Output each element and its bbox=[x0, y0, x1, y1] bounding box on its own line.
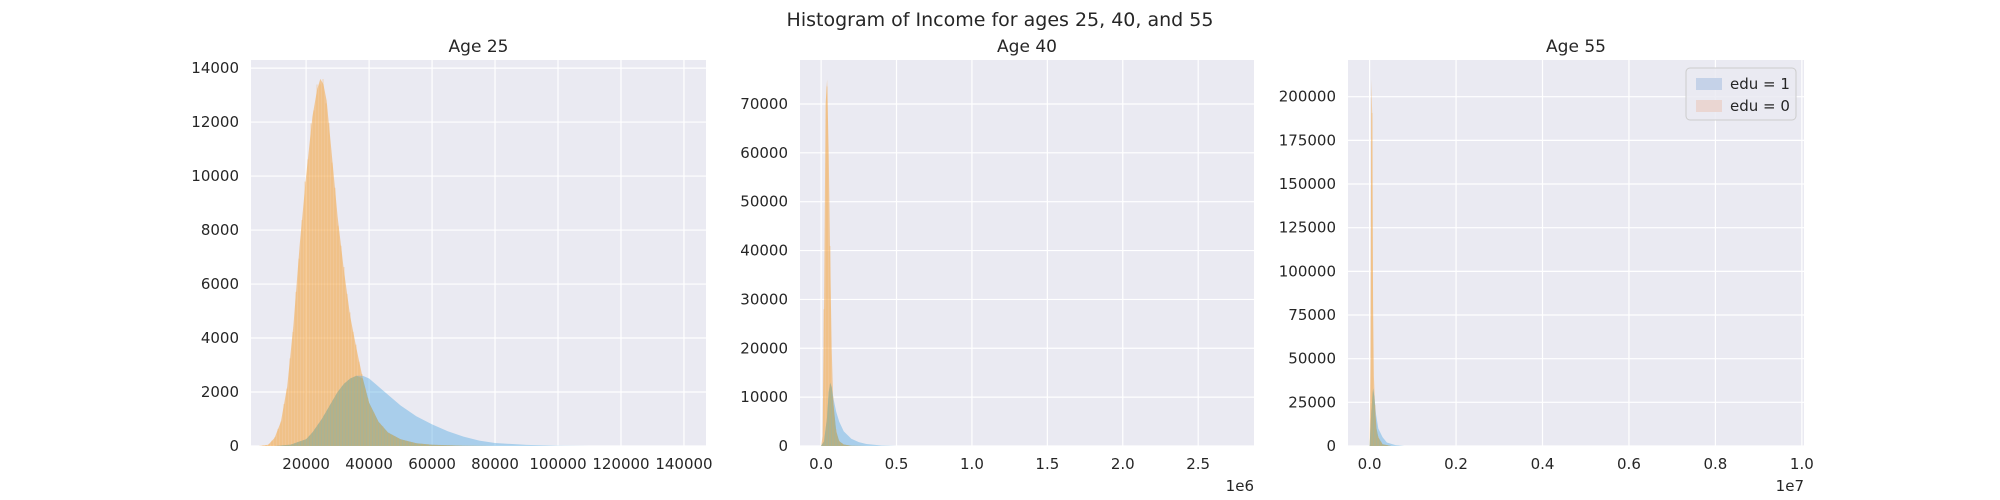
y-tick-label: 12000 bbox=[191, 113, 239, 131]
plot-background bbox=[800, 60, 1254, 446]
y-tick-label: 150000 bbox=[1279, 175, 1336, 193]
y-tick-label: 10000 bbox=[740, 388, 788, 406]
series-edu-0-area bbox=[821, 79, 867, 446]
x-tick-label: 20000 bbox=[282, 455, 330, 473]
y-tick-label: 0 bbox=[778, 437, 788, 455]
x-tick-label: 0.8 bbox=[1703, 455, 1727, 473]
y-tick-label: 20000 bbox=[740, 339, 788, 357]
x-tick-label: 120000 bbox=[592, 455, 649, 473]
y-tick-label: 175000 bbox=[1279, 131, 1336, 149]
y-tick-label: 75000 bbox=[1288, 306, 1336, 324]
x-tick-labels: 0.0 0.5 1.0 1.5 2.0 2.5 bbox=[809, 455, 1210, 473]
legend-label-edu0: edu = 0 bbox=[1730, 97, 1790, 115]
subplot-title: Age 40 bbox=[997, 37, 1057, 57]
y-tick-label: 125000 bbox=[1279, 219, 1336, 237]
subplot-title: Age 55 bbox=[1546, 37, 1606, 57]
subplot-2: Age 40 0.0 0.5 1.0 1.5 2.0 2.5 0 10000 20000 30000… bbox=[740, 37, 1254, 495]
y-tick-label: 30000 bbox=[740, 290, 788, 308]
bar-texture bbox=[1371, 112, 1391, 446]
x-tick-label: 2.5 bbox=[1186, 455, 1210, 473]
y-tick-label: 0 bbox=[229, 437, 239, 455]
series-edu-0-area bbox=[258, 78, 495, 446]
series-edu-1-area bbox=[1369, 388, 1405, 446]
series-edu-1-area bbox=[821, 382, 897, 446]
y-tick-labels: 0 10000 20000 30000 40000 50000 60000 70000 bbox=[740, 95, 788, 455]
x-tick-label: 1.0 bbox=[1790, 455, 1814, 473]
y-tick-label: 0 bbox=[1326, 437, 1336, 455]
y-tick-label: 8000 bbox=[201, 221, 239, 239]
x-tick-label: 60000 bbox=[408, 455, 456, 473]
y-tick-label: 50000 bbox=[1288, 350, 1336, 368]
y-tick-label: 10000 bbox=[191, 167, 239, 185]
x-offset-label: 1e6 bbox=[1226, 477, 1254, 495]
y-tick-label: 4000 bbox=[201, 329, 239, 347]
x-tick-label: 2.0 bbox=[1111, 455, 1135, 473]
x-offset-label: 1e7 bbox=[1776, 477, 1804, 495]
x-tick-label: 0.0 bbox=[1358, 455, 1382, 473]
histogram-bars bbox=[1369, 79, 1405, 446]
bar-texture bbox=[259, 79, 495, 446]
legend-swatch-edu0 bbox=[1696, 100, 1722, 112]
x-tick-labels: 20000 40000 60000 80000 100000 120000 140000 bbox=[282, 455, 712, 473]
x-tick-label: 80000 bbox=[471, 455, 519, 473]
y-tick-label: 200000 bbox=[1279, 88, 1336, 106]
plot-background bbox=[1348, 60, 1804, 446]
bar-texture bbox=[823, 86, 867, 446]
y-tick-label: 14000 bbox=[191, 59, 239, 77]
x-tick-label: 0.2 bbox=[1444, 455, 1468, 473]
x-tick-label: 100000 bbox=[529, 455, 586, 473]
x-tick-label: 0.0 bbox=[809, 455, 833, 473]
subplot-3: Age 55 0.0 0.2 0.4 0.6 0.8 1.0 0 25000 50000 75000… bbox=[1279, 37, 1814, 495]
histogram-bars bbox=[258, 78, 590, 446]
figure-title: Histogram of Income for ages 25, 40, and… bbox=[787, 9, 1214, 31]
series-overlap-area bbox=[258, 375, 590, 446]
x-tick-label: 0.5 bbox=[885, 455, 909, 473]
series-overlap-area bbox=[1369, 388, 1405, 446]
x-tick-label: 1.0 bbox=[960, 455, 984, 473]
subplot-title: Age 25 bbox=[449, 37, 509, 57]
legend: edu = 1 edu = 0 bbox=[1685, 67, 1797, 121]
histogram-bars bbox=[821, 79, 897, 446]
y-tick-label: 6000 bbox=[201, 275, 239, 293]
legend-label-edu1: edu = 1 bbox=[1730, 75, 1790, 93]
gridlines bbox=[800, 60, 1254, 447]
x-tick-label: 140000 bbox=[655, 455, 712, 473]
x-tick-label: 1.5 bbox=[1035, 455, 1059, 473]
y-tick-label: 60000 bbox=[740, 144, 788, 162]
legend-swatch-edu1 bbox=[1696, 78, 1722, 90]
y-tick-label: 40000 bbox=[740, 242, 788, 260]
x-tick-labels: 0.0 0.2 0.4 0.6 0.8 1.0 bbox=[1358, 455, 1814, 473]
x-tick-label: 40000 bbox=[345, 455, 393, 473]
gridlines bbox=[1348, 60, 1804, 447]
series-overlap-area bbox=[821, 382, 897, 446]
y-tick-label: 25000 bbox=[1288, 393, 1336, 411]
y-tick-labels: 0 2000 4000 6000 8000 10000 12000 14000 bbox=[191, 59, 239, 455]
x-tick-label: 0.6 bbox=[1617, 455, 1641, 473]
y-tick-label: 100000 bbox=[1279, 262, 1336, 280]
y-tick-label: 2000 bbox=[201, 383, 239, 401]
y-tick-label: 50000 bbox=[740, 193, 788, 211]
y-tick-labels: 0 25000 50000 75000 100000 125000 150000 175000… bbox=[1279, 88, 1336, 455]
y-tick-label: 70000 bbox=[740, 95, 788, 113]
x-tick-label: 0.4 bbox=[1531, 455, 1555, 473]
